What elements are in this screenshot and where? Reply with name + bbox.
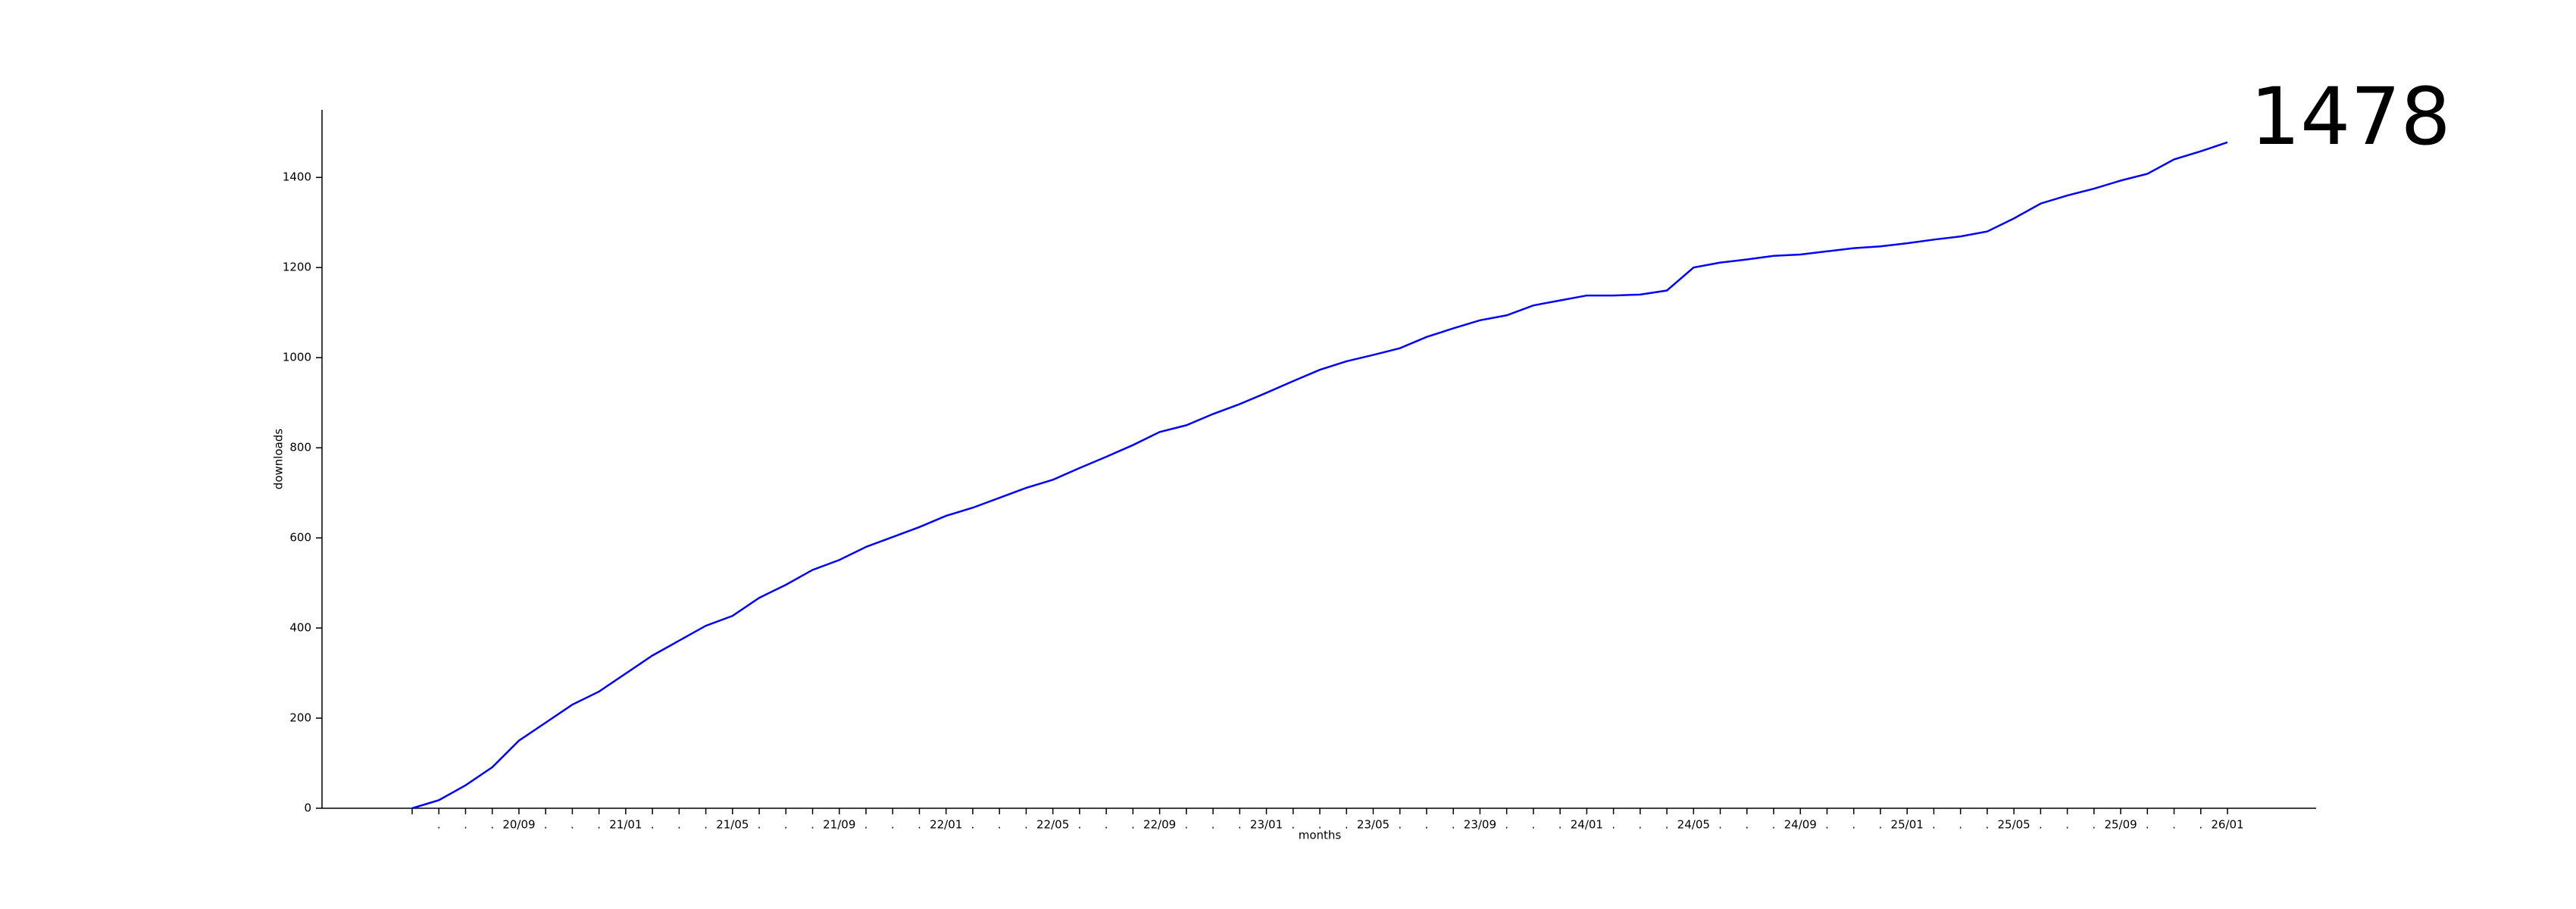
x-tick-label: . <box>811 818 814 832</box>
x-tick-label: . <box>704 818 708 832</box>
x-tick-label: . <box>1745 818 1749 832</box>
x-tick-label: 21/05 <box>716 818 749 832</box>
x-tick-label: . <box>437 818 441 832</box>
x-tick-label: . <box>891 818 895 832</box>
x-tick-label: . <box>1531 818 1535 832</box>
x-tick-label: . <box>1077 818 1081 832</box>
x-tick-label: . <box>651 818 655 832</box>
x-tick-label: . <box>1238 818 1242 832</box>
x-tick-label: . <box>677 818 681 832</box>
x-tick-label: . <box>1959 818 1962 832</box>
x-tick-label: 26/01 <box>2211 818 2243 832</box>
x-tick-label: . <box>1852 818 1855 832</box>
y-tick-label: 600 <box>289 531 311 545</box>
y-tick-label: 1200 <box>283 261 311 274</box>
x-tick-label: . <box>1932 818 1936 832</box>
x-tick-label: 21/09 <box>823 818 855 832</box>
x-tick-label: 25/01 <box>1891 818 1924 832</box>
x-tick-label: . <box>544 818 548 832</box>
x-tick-label: . <box>1398 818 1402 832</box>
x-tick-label: 23/05 <box>1357 818 1390 832</box>
x-tick-label: 21/01 <box>609 818 642 832</box>
x-tick-label: . <box>2199 818 2202 832</box>
x-tick-label: . <box>1638 818 1642 832</box>
x-tick-label: 23/01 <box>1250 818 1283 832</box>
x-tick-label: . <box>1718 818 1722 832</box>
x-tick-label: . <box>998 818 1002 832</box>
x-tick-label: . <box>1425 818 1429 832</box>
y-tick-label: 1000 <box>283 351 311 364</box>
x-tick-label: . <box>1772 818 1776 832</box>
data-line <box>411 141 2228 810</box>
x-tick-label: . <box>1665 818 1669 832</box>
x-tick-label: . <box>1985 818 1989 832</box>
x-tick-label: . <box>1612 818 1615 832</box>
x-tick-label: . <box>1345 818 1349 832</box>
x-tick-label: . <box>864 818 868 832</box>
x-tick-label: . <box>1825 818 1829 832</box>
x-tick-label: . <box>1024 818 1028 832</box>
x-tick-label: . <box>490 818 494 832</box>
x-tick-label: . <box>571 818 574 832</box>
x-tick-label: . <box>1879 818 1883 832</box>
x-tick-label: 22/01 <box>930 818 962 832</box>
x-axis-label: months <box>1299 829 1342 842</box>
x-tick-label: . <box>1505 818 1508 832</box>
x-tick-label: . <box>971 818 975 832</box>
x-tick-label: . <box>918 818 921 832</box>
x-tick-label: . <box>784 818 788 832</box>
x-tick-label: . <box>2146 818 2149 832</box>
x-tick-label: 25/09 <box>2104 818 2137 832</box>
x-tick-label: . <box>1131 818 1135 832</box>
x-tick-label: 22/05 <box>1036 818 1069 832</box>
x-tick-label: . <box>2065 818 2069 832</box>
x-tick-label: . <box>1211 818 1215 832</box>
x-tick-label: . <box>1558 818 1562 832</box>
x-tick-label: . <box>1105 818 1108 832</box>
y-tick-label: 1400 <box>283 170 311 184</box>
x-tick-label: 23/09 <box>1464 818 1496 832</box>
x-tick-label: . <box>2092 818 2096 832</box>
annotation: 1478 <box>2250 70 2451 163</box>
x-tick-label: . <box>1291 818 1295 832</box>
x-tick-label: 22/09 <box>1143 818 1176 832</box>
x-tick-label: 24/09 <box>1784 818 1817 832</box>
y-axis-label: downloads <box>272 429 286 490</box>
x-tick-label: . <box>1184 818 1188 832</box>
x-tick-label: . <box>1452 818 1455 832</box>
x-tick-label: . <box>2039 818 2043 832</box>
x-tick-label: . <box>597 818 601 832</box>
x-tick-label: . <box>1318 818 1322 832</box>
y-tick-label: 0 <box>304 801 311 815</box>
y-tick-label: 800 <box>289 441 311 454</box>
x-tick-label: . <box>2172 818 2176 832</box>
y-tick-label: 400 <box>289 621 311 635</box>
x-tick-label: 25/05 <box>1998 818 2030 832</box>
x-tick-label: . <box>758 818 761 832</box>
x-tick-label: 24/01 <box>1571 818 1603 832</box>
x-tick-label: 24/05 <box>1677 818 1710 832</box>
x-tick-label: 20/09 <box>502 818 535 832</box>
y-tick-label: 200 <box>289 711 311 725</box>
x-tick-label: . <box>464 818 467 832</box>
